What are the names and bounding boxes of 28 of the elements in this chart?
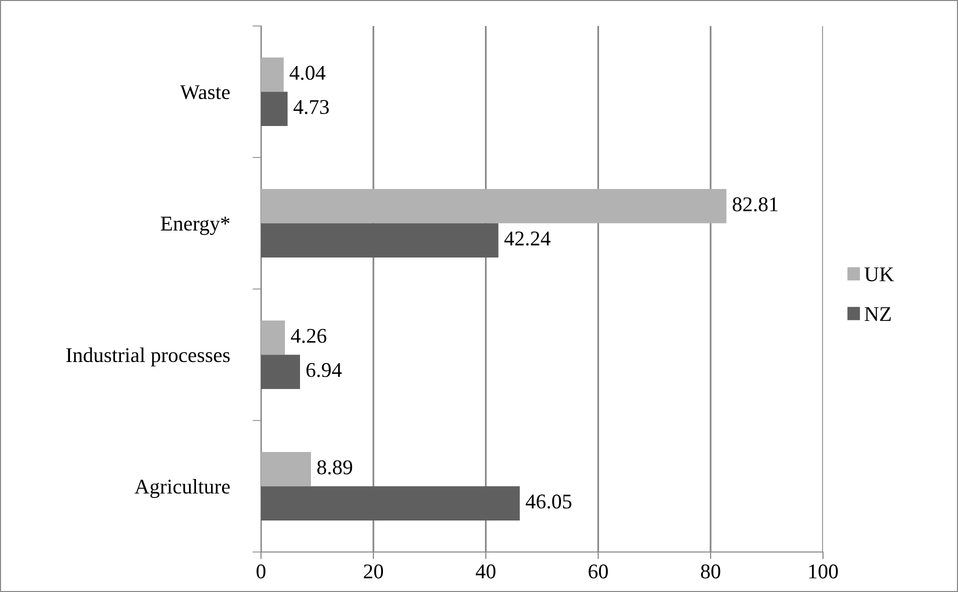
bar [261,58,284,92]
data-label: 4.73 [294,100,329,114]
bar [261,223,498,258]
bar [261,320,285,355]
bar [261,452,311,486]
x-tick-label: 60 [588,564,608,578]
x-tick-label: 80 [700,564,720,578]
data-label: 42.24 [504,232,550,246]
y-tick-label: Industrial processes [66,348,230,366]
legend-label: NZ [864,307,891,321]
data-label: 82.81 [732,197,778,212]
x-tick-label: 100 [809,564,838,578]
x-tick-label: 20 [364,564,384,578]
data-label: 6.94 [306,363,342,378]
y-tick-label: Energy* [160,216,230,235]
bar [261,189,726,224]
data-label: 4.26 [290,328,326,343]
data-label: 4.04 [290,66,326,80]
data-label: 46.05 [526,494,572,509]
x-tick-label: 40 [476,564,496,578]
data-label: 8.89 [317,460,352,474]
bar [261,486,520,520]
legend-label: UK [864,268,894,282]
x-tick-label: 0 [256,564,266,578]
y-tick-label: Waste [180,85,230,100]
y-tick-label: Agriculture [134,479,230,498]
bar [261,354,300,389]
bar [261,92,288,126]
